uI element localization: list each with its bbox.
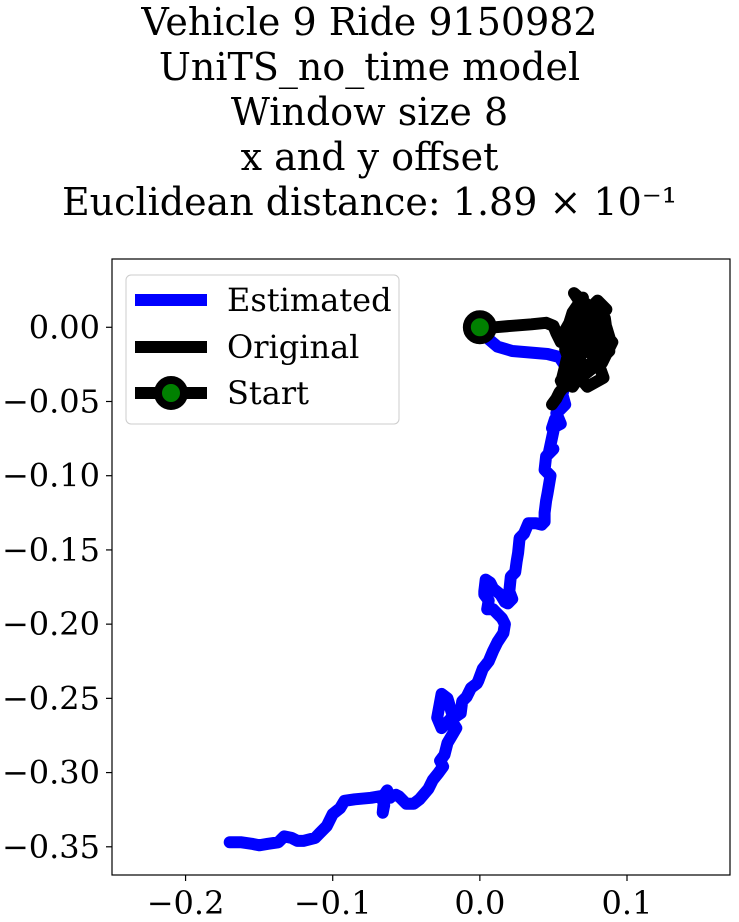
start-marker bbox=[462, 310, 497, 345]
legend-box bbox=[125, 274, 400, 425]
x-tick-label: −0.1 bbox=[294, 884, 372, 922]
legend-label-estimated: Estimated bbox=[227, 281, 392, 319]
x-tick-label: 0.1 bbox=[602, 884, 653, 922]
y-axis: 0.00 −0.05 −0.10 −0.15 −0.20 −0.25 −0.30 −0.35 bbox=[2, 308, 112, 866]
legend-label-original: Original bbox=[227, 328, 359, 366]
chart-title-line-2: UniTS_no_time model bbox=[158, 45, 581, 89]
y-tick-label: −0.30 bbox=[2, 754, 100, 792]
y-tick-label: −0.05 bbox=[2, 382, 100, 420]
legend-start-marker bbox=[154, 376, 188, 410]
y-tick-label: −0.15 bbox=[2, 531, 100, 569]
y-tick-label: −0.10 bbox=[2, 457, 100, 495]
legend: Estimated Original Start bbox=[125, 274, 400, 425]
y-tick-label: −0.25 bbox=[2, 679, 100, 717]
y-tick-label: −0.35 bbox=[2, 828, 100, 866]
chart-title-line-5: Euclidean distance: 1.89 × 10⁻¹ bbox=[61, 180, 678, 224]
x-tick-label: 0.0 bbox=[454, 884, 505, 922]
series-line-original bbox=[473, 287, 619, 411]
x-axis: −0.2 −0.1 0.0 0.1 bbox=[147, 875, 653, 922]
y-tick-label: −0.20 bbox=[2, 605, 100, 643]
series-layer bbox=[223, 287, 619, 852]
legend-label-start: Start bbox=[227, 374, 309, 412]
chart-title-line-1: Vehicle 9 Ride 9150982 bbox=[141, 0, 598, 44]
x-tick-label: −0.2 bbox=[147, 884, 225, 922]
chart-title-line-4: x and y offset bbox=[240, 135, 499, 179]
series-line-estimated bbox=[223, 321, 575, 852]
plot-frame bbox=[111, 258, 731, 876]
chart-title-line-3: Window size 8 bbox=[230, 90, 509, 134]
y-tick-label: 0.00 bbox=[29, 308, 100, 346]
